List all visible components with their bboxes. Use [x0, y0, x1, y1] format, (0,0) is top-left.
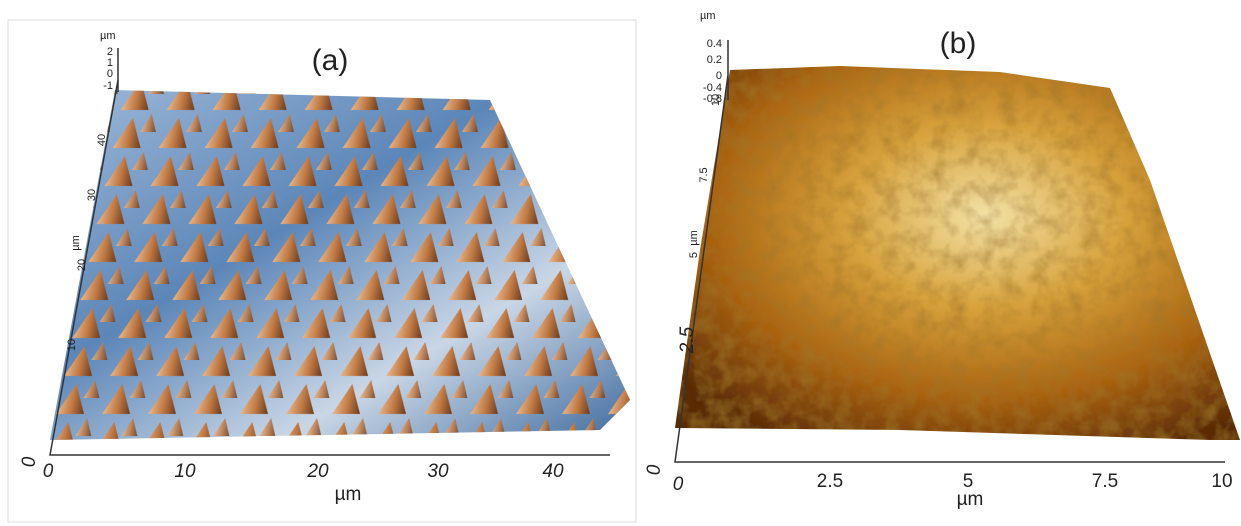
z-unit: µm: [100, 30, 116, 42]
panel-label: (a): [312, 44, 349, 77]
surface-peaks: [50, 90, 630, 440]
x-tick: 2.5: [817, 471, 843, 492]
x-tick: 10: [1211, 471, 1232, 492]
z-tick: 1: [107, 57, 113, 69]
panel-frame: [7, 19, 637, 523]
axis-line: [49, 79, 610, 456]
x-tick: 40: [542, 461, 564, 482]
y-tick: 40: [96, 134, 108, 146]
z-tick: 0: [716, 70, 722, 82]
x-tick: 0: [673, 474, 684, 495]
y-tick: 30: [86, 189, 98, 201]
panel-label: (b): [940, 27, 977, 60]
axis-line: [674, 74, 1225, 463]
z-tick: -0.4: [703, 82, 722, 94]
x-tick: 20: [306, 461, 329, 482]
y-unit: µm: [70, 235, 82, 251]
y-tick: 2.5: [677, 326, 698, 354]
y-tick: 10: [710, 94, 722, 106]
y-tick: 0: [644, 464, 665, 475]
z-tick: 0: [107, 68, 113, 80]
y-tick: 20: [76, 259, 88, 271]
y-unit: µm: [688, 230, 700, 246]
y-tick: 10: [66, 339, 78, 351]
x-tick: 5: [963, 471, 974, 492]
y-tick: 5: [688, 252, 700, 258]
z-tick: 2: [107, 46, 113, 58]
z-tick: -0.8: [703, 93, 722, 105]
x-tick: 10: [174, 461, 196, 482]
x-tick: 30: [427, 461, 449, 482]
x-unit: µm: [335, 484, 362, 505]
surface: [675, 66, 1240, 440]
z-tick: 0.2: [707, 54, 722, 66]
z-tick: 0.4: [707, 38, 722, 50]
z-unit: µm: [700, 10, 716, 22]
y-tick: 7.5: [698, 167, 710, 182]
x-tick: 7.5: [1092, 471, 1118, 492]
x-tick: 0: [43, 461, 54, 482]
z-tick: -1: [103, 80, 113, 92]
x-unit: µm: [957, 489, 984, 510]
y-tick: 0: [19, 456, 40, 467]
